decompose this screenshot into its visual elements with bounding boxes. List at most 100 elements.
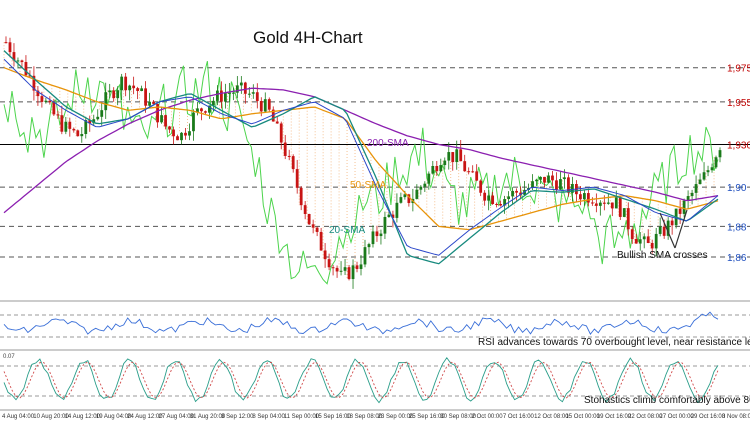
candle-body — [8, 42, 12, 53]
candle-body — [144, 88, 148, 106]
x-tick-label: 18 Sep 08:00 — [346, 414, 382, 420]
candle-body — [136, 88, 140, 91]
x-tick-label: 25 Sep 16:00 — [409, 414, 445, 420]
candle-body — [279, 123, 283, 143]
candle-body — [495, 204, 499, 206]
candle-body — [48, 100, 52, 103]
candle-body — [483, 192, 487, 201]
candle-body — [88, 120, 92, 124]
candle-body — [192, 112, 195, 132]
candle-body — [435, 165, 439, 172]
candle-body — [531, 181, 534, 188]
candle-body — [399, 197, 403, 203]
candle-body — [56, 114, 60, 116]
x-tick-label: 31 Aug 20:00 — [190, 414, 226, 420]
candle-body — [443, 160, 447, 166]
candle-body — [383, 216, 387, 234]
candle-body — [44, 100, 48, 102]
candle-body — [567, 177, 570, 193]
candle-body — [491, 195, 495, 205]
candle-body — [634, 239, 638, 244]
candle-body — [415, 189, 419, 199]
candle-body — [451, 152, 455, 163]
candle-body — [16, 60, 20, 62]
candle-body — [168, 126, 171, 130]
x-tick-label: 3 Nov 08:00 — [722, 414, 750, 420]
candle-body — [694, 184, 698, 193]
candle-body — [666, 220, 670, 236]
candle-body — [140, 88, 144, 91]
x-tick-label: 11 Sep 00:00 — [284, 414, 320, 420]
candle-body — [200, 108, 203, 112]
candle-body — [124, 76, 128, 91]
candle-body — [28, 75, 32, 77]
candle-body — [403, 194, 407, 198]
candle-body — [40, 96, 44, 102]
candle-body — [347, 267, 351, 280]
candle-body — [247, 93, 251, 95]
arrow-line — [674, 209, 688, 249]
candle-body — [467, 171, 471, 173]
candle-body — [702, 172, 706, 180]
stoch-k-line — [3, 357, 719, 404]
price-level-label: 1,88 — [727, 222, 747, 233]
stochastics-panel — [0, 357, 750, 404]
candle-body — [156, 103, 159, 123]
candle-body — [475, 171, 479, 181]
candle-body — [231, 92, 235, 94]
candle-body — [371, 231, 375, 245]
candle-body — [714, 157, 718, 168]
candle-body — [618, 197, 622, 217]
candle-body — [654, 233, 658, 249]
candle-body — [555, 180, 558, 190]
candle-body — [646, 236, 650, 244]
candle-body — [423, 183, 427, 187]
price-level-label: 1,90 — [727, 183, 747, 194]
candle-body — [606, 202, 610, 204]
candle-body — [610, 202, 614, 209]
candle-body — [255, 92, 259, 102]
candle-body — [104, 92, 108, 111]
candle-body — [487, 195, 491, 201]
sma-label: 20-SMA — [329, 225, 365, 236]
candle-body — [243, 82, 247, 94]
x-tick-label: 8 Sep 04:00 — [252, 414, 285, 420]
candle-body — [419, 186, 423, 190]
candle-body — [718, 150, 722, 158]
x-tick-label: 4 Aug 04:00 — [2, 414, 35, 420]
candle-body — [212, 100, 215, 106]
candle-body — [36, 90, 40, 97]
candle-body — [622, 208, 626, 217]
candle-body — [60, 115, 64, 132]
candle-body — [471, 171, 475, 173]
x-tick-label: 30 Sep 08:00 — [440, 414, 476, 420]
candle-body — [682, 200, 686, 214]
candle-body — [72, 128, 76, 131]
chart-title: Gold 4H-Chart — [253, 28, 363, 47]
candle-body — [351, 265, 355, 280]
candle-body — [291, 156, 295, 170]
candle-body — [327, 259, 331, 268]
candle-body — [227, 92, 231, 94]
candle-body — [690, 192, 694, 197]
candle-body — [463, 161, 467, 172]
candle-body — [638, 239, 642, 244]
x-tick-label: 19 Aug 04:00 — [96, 414, 132, 420]
candle-body — [650, 243, 654, 249]
x-tick-label: 27 Aug 04:00 — [159, 414, 195, 420]
x-tick-label: 29 Oct 16:00 — [691, 414, 726, 420]
candle-body — [96, 116, 100, 120]
candle-body — [251, 92, 255, 94]
candle-body — [507, 196, 510, 200]
candle-body — [670, 220, 674, 226]
candle-body — [223, 93, 227, 102]
candle-body — [594, 203, 598, 206]
candle-body — [359, 264, 363, 269]
candle-body — [698, 179, 702, 185]
candle-body — [686, 196, 690, 201]
candle-body — [92, 119, 96, 124]
x-tick-label: 15 Sep 16:00 — [315, 414, 351, 420]
candle-body — [331, 267, 335, 269]
rsi-annotation: RSI advances towards 70 overbought level… — [478, 337, 750, 348]
